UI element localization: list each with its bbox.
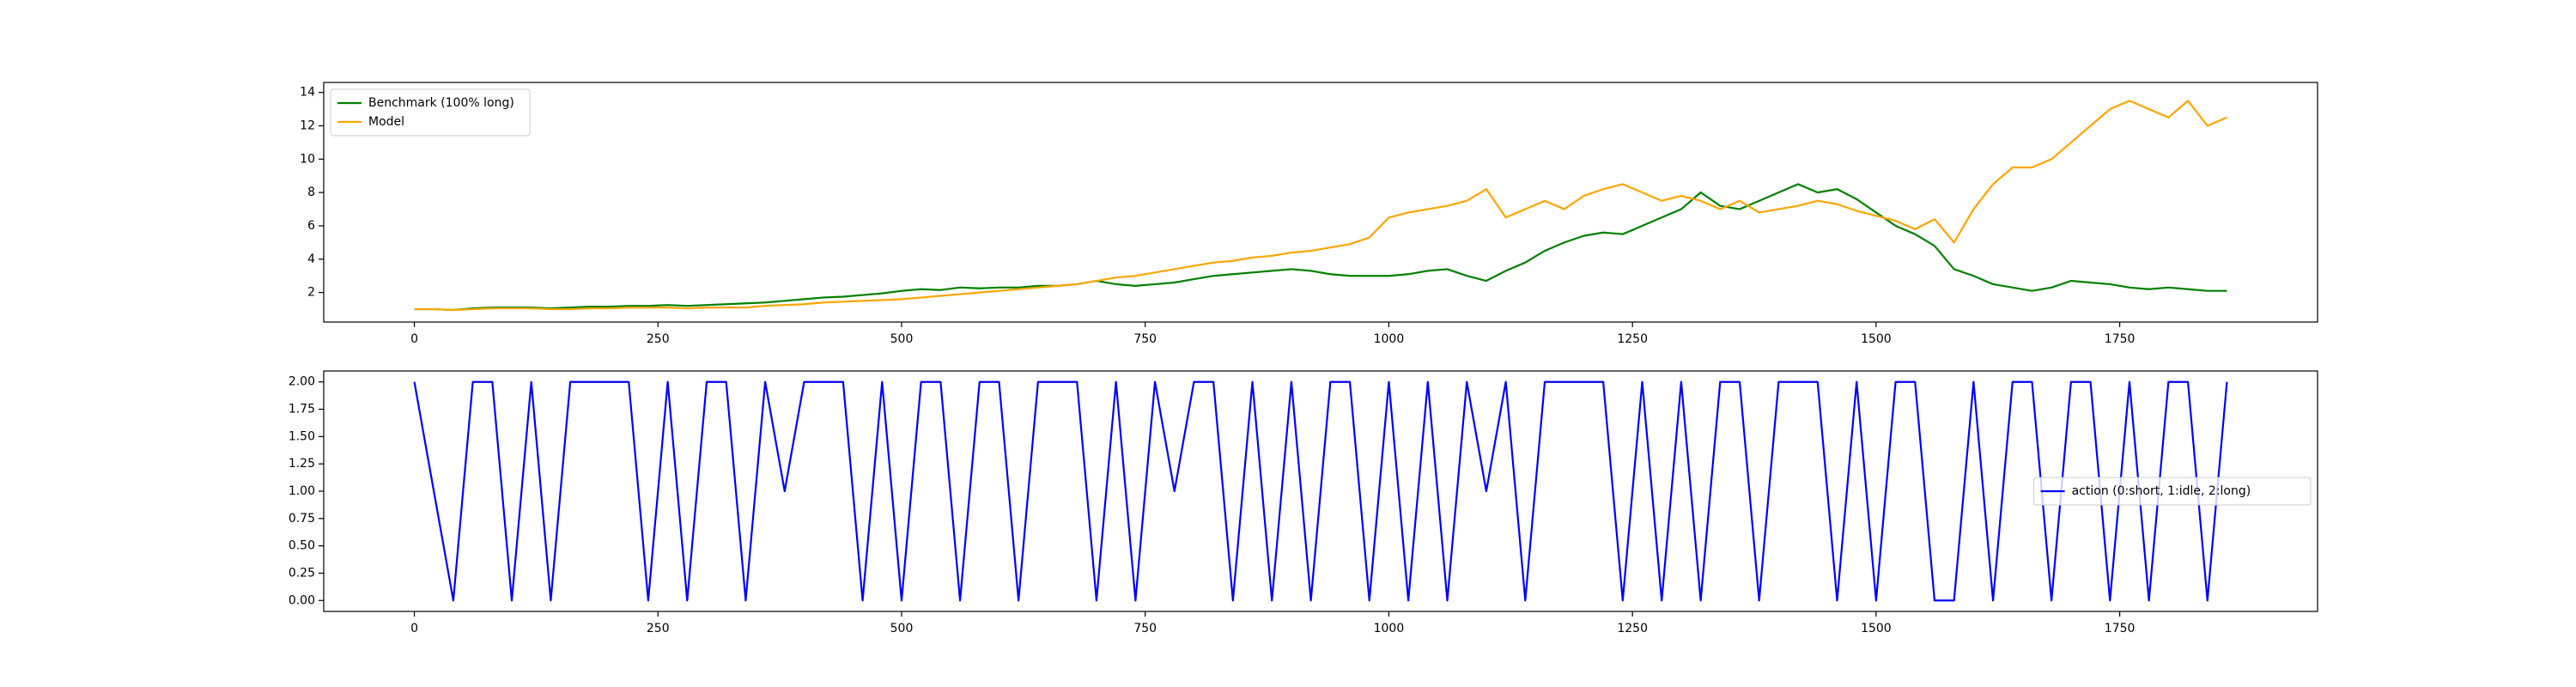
y-tick-label: 2.00 [289,375,315,389]
series-line [414,183,2227,312]
x-tick-label: 500 [890,622,914,635]
y-tick-label: 10 [300,152,315,166]
x-tick-label: 1750 [2105,622,2136,635]
y-tick-label: 14 [300,86,315,100]
x-tick-label: 0 [410,622,418,635]
legend-label: action (0:short, 1:idle, 2:long) [2072,484,2251,498]
x-tick-label: 250 [647,622,670,635]
x-tick-label: 0 [410,332,418,346]
y-tick-label: 4 [307,252,315,266]
x-tick-label: 1000 [1374,332,1405,346]
series-line [413,380,2228,602]
y-tick-label: 8 [307,185,315,199]
x-tick-label: 250 [647,332,670,346]
legend-label: Model [368,115,404,129]
y-tick-label: 0.00 [289,593,315,607]
x-tick-label: 1250 [1617,622,1648,635]
y-tick-label: 6 [307,219,315,233]
x-tick-label: 1500 [1861,332,1892,346]
axes-frame [323,370,2318,612]
legend-label: Benchmark (100% long) [368,96,514,110]
x-tick-label: 750 [1133,332,1157,346]
y-tick-label: 2 [307,286,315,300]
y-tick-label: 1.50 [289,429,315,443]
x-tick-label: 500 [890,332,914,346]
y-tick-label: 1.75 [289,403,315,416]
legend-box [330,88,531,137]
axes-frame [323,82,2318,323]
x-tick-label: 1000 [1374,622,1405,635]
y-tick-label: 0.75 [289,512,315,526]
x-tick-label: 1250 [1617,332,1648,346]
series-line [414,100,2227,312]
x-tick-label: 1750 [2105,332,2136,346]
y-tick-label: 12 [300,119,315,132]
y-tick-label: 0.50 [289,539,315,553]
y-tick-label: 0.25 [289,566,315,580]
legend-box [2033,477,2312,506]
y-tick-label: 1.00 [289,484,315,498]
x-tick-label: 750 [1133,622,1157,635]
x-tick-label: 1500 [1861,622,1892,635]
y-tick-label: 1.25 [289,457,315,471]
